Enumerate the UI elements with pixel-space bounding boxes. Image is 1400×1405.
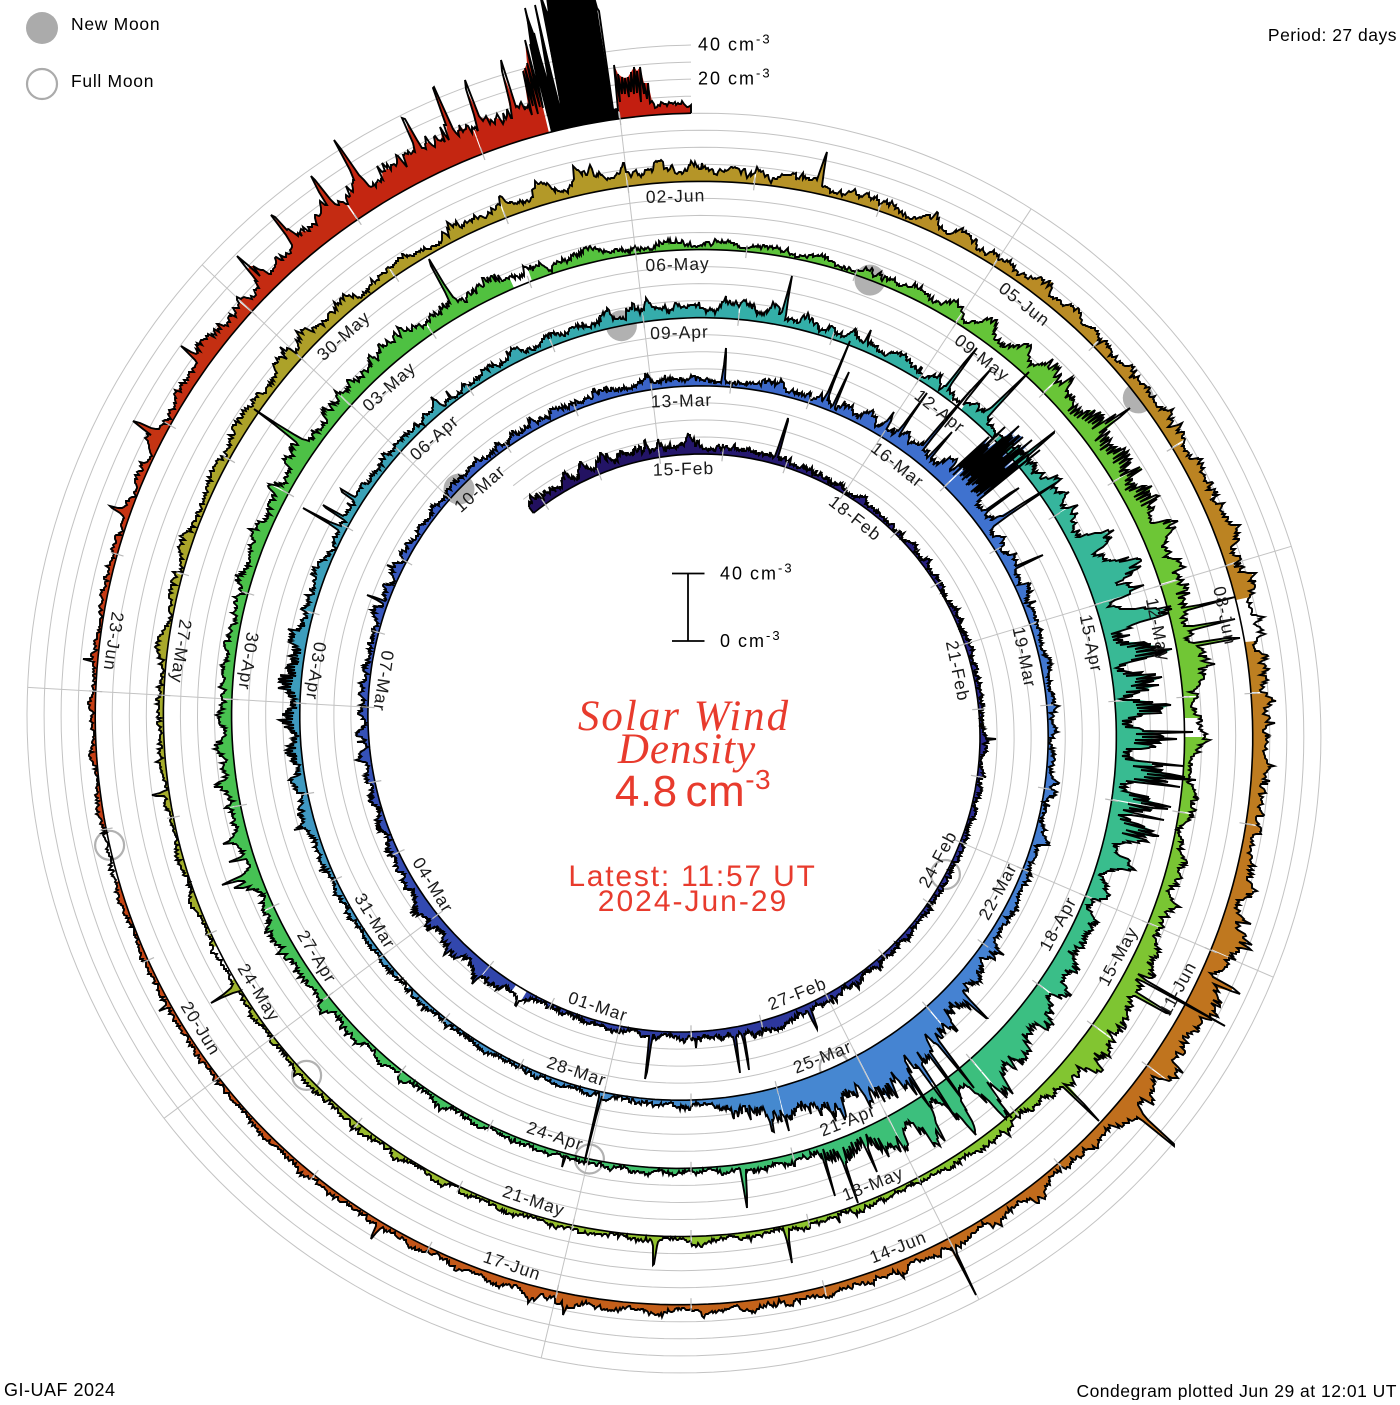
svg-text:06-May: 06-May [645, 253, 710, 275]
svg-text:09-Apr: 09-Apr [650, 322, 709, 344]
svg-text:New Moon: New Moon [71, 14, 160, 34]
svg-text:15-Feb: 15-Feb [652, 458, 714, 480]
svg-text:Full Moon: Full Moon [71, 71, 154, 91]
svg-text:02-Jun: 02-Jun [646, 185, 706, 207]
svg-text:2024-Jun-29: 2024-Jun-29 [598, 885, 788, 918]
svg-text:GI-UAF 2024: GI-UAF 2024 [4, 1380, 116, 1400]
svg-text:Latest: 11:57 UT: Latest: 11:57 UT [568, 860, 816, 893]
svg-text:Solar Wind: Solar Wind [578, 693, 790, 740]
svg-text:Condegram plotted Jun 29 at 12: Condegram plotted Jun 29 at 12:01 UT [1076, 1381, 1397, 1400]
svg-text:13-Mar: 13-Mar [651, 390, 713, 412]
svg-text:Period: 27 days: Period: 27 days [1268, 25, 1397, 45]
svg-text:Density: Density [617, 726, 756, 773]
svg-text:4.8cm-3: 4.8 cm-3 [615, 764, 771, 816]
